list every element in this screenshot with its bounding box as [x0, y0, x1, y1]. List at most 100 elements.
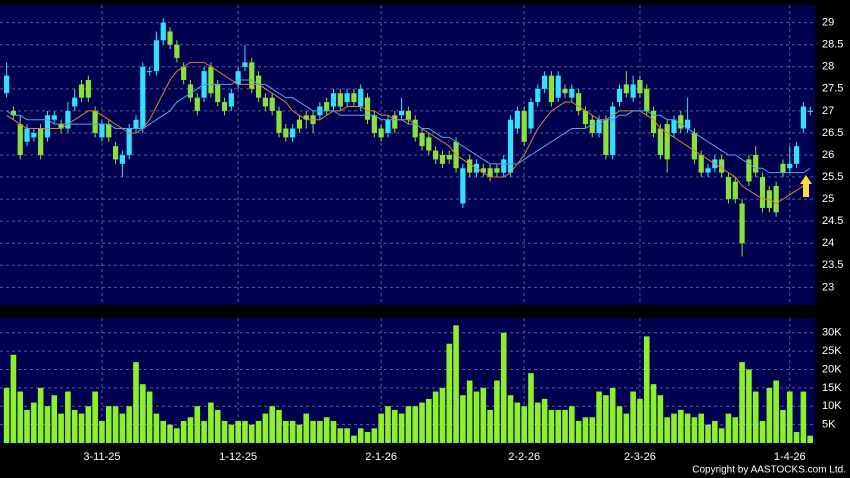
volume-bar	[37, 387, 44, 443]
candle-body	[126, 128, 132, 155]
candle-body	[78, 84, 85, 98]
volume-bar	[126, 406, 132, 443]
volume-bar	[766, 387, 773, 443]
volume-bar	[44, 406, 51, 443]
volume-bar	[698, 413, 705, 443]
volume-bar	[589, 417, 596, 443]
candle-body	[358, 88, 364, 107]
candle-body	[623, 84, 629, 94]
y-tick-label: 25	[822, 193, 834, 205]
volume-bar	[603, 395, 609, 443]
y-tick-label: 28.5	[822, 39, 843, 51]
candle-body	[330, 93, 337, 107]
volume-bar	[534, 402, 541, 443]
volume-bar	[419, 402, 425, 443]
volume-bar	[671, 413, 677, 443]
volume-bar	[133, 362, 139, 443]
volume-bar	[426, 398, 432, 443]
volume-bar	[630, 391, 636, 443]
y-tick-label: 23.5	[822, 259, 843, 271]
candle-body	[337, 93, 343, 107]
arrow-marker	[800, 175, 812, 197]
candle-body	[616, 88, 623, 103]
candle-body	[392, 115, 398, 129]
volume-bar	[119, 413, 126, 443]
volume-bar	[609, 387, 616, 443]
candle-body	[637, 80, 643, 94]
y-tick-label: 28	[822, 61, 834, 73]
candle-body	[290, 128, 296, 138]
volume-bar	[677, 409, 684, 443]
volume-bar	[541, 398, 548, 443]
volume-bar	[746, 369, 752, 443]
y-tick-label: 27.5	[822, 83, 843, 95]
volume-bar	[140, 384, 146, 443]
candle-body	[514, 110, 520, 129]
x-tick-label: 1-12-25	[219, 451, 257, 463]
candle-body	[262, 97, 268, 107]
volume-bar	[439, 387, 446, 443]
candle-body	[528, 102, 534, 129]
volume-bar	[31, 402, 37, 443]
volume-bar	[167, 424, 173, 443]
volume-bar	[752, 391, 759, 443]
candle-body	[753, 155, 759, 173]
candle-body	[494, 168, 500, 173]
candle-body	[324, 102, 330, 111]
volume-bar	[208, 402, 214, 443]
volume-bar	[773, 380, 779, 443]
volume-bar	[310, 420, 316, 443]
volume-bar	[487, 409, 493, 443]
volume-bar	[276, 409, 282, 443]
volume-bar	[323, 417, 330, 443]
candle-body	[371, 115, 377, 133]
candle-body	[405, 110, 411, 120]
candle-body	[153, 40, 160, 72]
volume-bar	[235, 420, 241, 443]
volume-bar	[391, 409, 398, 443]
candle-body	[58, 124, 64, 129]
moving-average-line	[6, 61, 811, 205]
volume-bar	[242, 420, 248, 443]
candle-body	[521, 110, 527, 142]
candle-body	[112, 146, 119, 160]
candle-body	[507, 119, 514, 173]
volume-bar	[664, 417, 670, 443]
volume-bar	[51, 395, 58, 443]
volume-bar	[623, 413, 630, 443]
volume-bar	[3, 387, 10, 443]
volume-bar	[228, 424, 235, 443]
candle-body	[242, 62, 248, 67]
volume-bar	[160, 420, 167, 443]
volume-bar	[650, 384, 657, 443]
volume-bar	[616, 406, 623, 443]
volume-bar	[364, 431, 371, 443]
y-tick-label: 24.5	[822, 215, 843, 227]
candle-body	[72, 97, 78, 107]
volume-bar	[412, 406, 419, 443]
candle-body	[249, 62, 255, 89]
volume-bar	[255, 420, 262, 443]
volume-bar	[514, 402, 521, 443]
volume-bar	[705, 424, 711, 443]
volume-bar	[739, 362, 745, 443]
candle-body	[460, 168, 466, 204]
candle-body	[99, 124, 105, 138]
candle-body	[385, 119, 391, 133]
candle-body	[725, 177, 732, 200]
volume-bar	[337, 428, 344, 443]
volume-bar	[582, 417, 589, 443]
volume-bar	[221, 420, 228, 443]
volume-bar	[105, 406, 112, 443]
candle-body	[398, 110, 405, 116]
candle-body	[412, 119, 418, 138]
candle-body	[657, 128, 663, 155]
candle-body	[800, 106, 806, 129]
candle-body	[31, 132, 37, 138]
candle-body	[644, 88, 650, 111]
volume-bar	[657, 395, 664, 443]
candle-body	[17, 124, 23, 155]
volume-bar	[344, 428, 350, 443]
volume-bar	[283, 420, 289, 443]
volume-bar	[596, 391, 602, 443]
